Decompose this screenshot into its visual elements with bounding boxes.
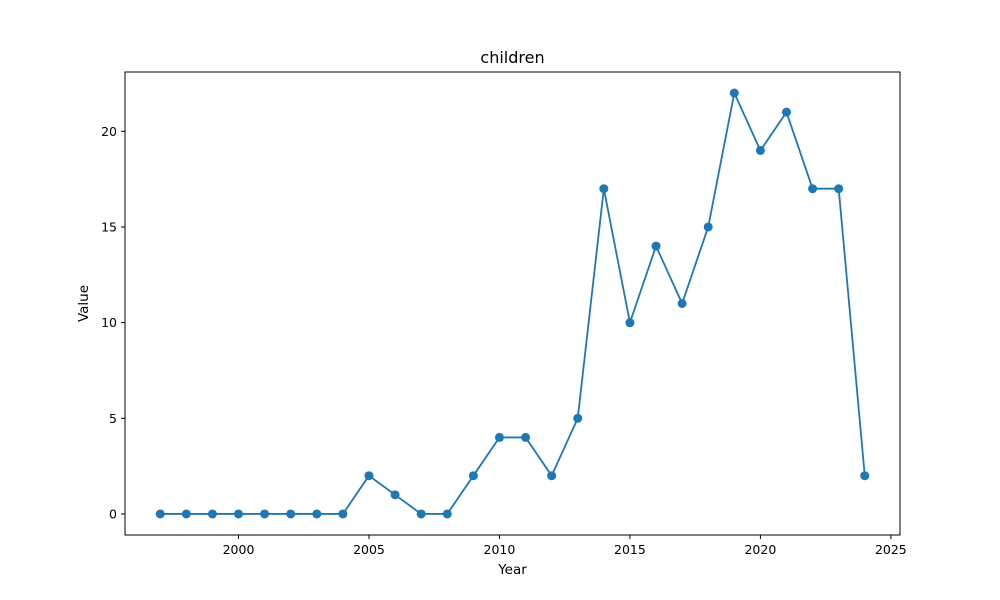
y-tick-label: 5 [109,411,117,426]
data-point [442,509,452,519]
x-tick-label: 2020 [744,542,776,557]
data-point [808,184,818,194]
data-point [729,88,739,98]
data-point [677,299,687,308]
data-point [781,107,791,117]
y-tick-label: 10 [101,315,117,330]
data-point [573,413,583,423]
data-point [834,184,844,194]
x-axis-label: Year [497,562,527,578]
x-axis: 2000 2005 2010 2015 2020 2025 [223,535,907,557]
data-point [155,509,165,519]
data-point [260,509,270,519]
data-point [547,471,557,481]
data-point [703,222,713,232]
data-point [651,241,661,251]
x-tick-label: 2000 [223,542,255,557]
data-point [468,471,478,481]
data-point [416,509,426,519]
data-point [860,471,870,481]
data-point [207,509,217,519]
data-point [234,509,244,519]
x-tick-label: 2015 [614,542,646,557]
data-point [599,184,609,194]
axes-frame [124,71,901,536]
series-line [160,92,866,515]
y-axis-label: Value [76,285,92,322]
y-tick-label: 15 [101,219,117,234]
data-point [364,471,374,481]
data-point [312,509,322,519]
data-point [338,509,348,519]
data-point [625,318,635,328]
y-axis: 0 5 10 15 20 [101,124,125,521]
data-point [755,145,765,155]
y-tick-label: 20 [101,124,117,139]
x-tick-label: 2025 [875,542,907,557]
x-tick-label: 2010 [484,542,516,557]
data-point [181,509,191,519]
y-tick-label: 0 [109,506,117,521]
plot-area [155,88,870,519]
data-point [390,490,400,500]
data-point [286,509,296,519]
x-tick-label: 2005 [353,542,385,557]
data-point [521,432,531,442]
chart-title: children [480,48,544,67]
data-point [494,432,504,442]
